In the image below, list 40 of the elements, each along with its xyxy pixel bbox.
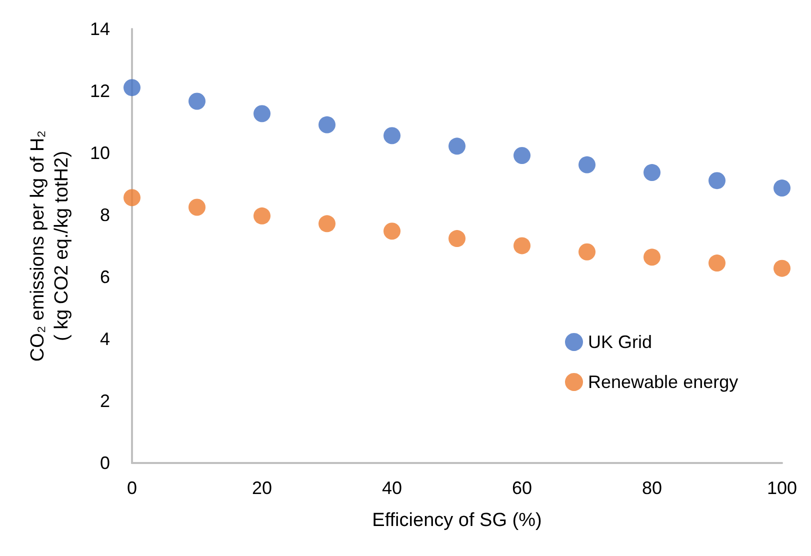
point (448, 230, 466, 248)
x-tick-label: 40 (382, 478, 402, 498)
point (254, 207, 270, 224)
y-tick-label: 12 (90, 81, 110, 101)
point (254, 105, 270, 122)
x-tick-label: 20 (252, 478, 272, 498)
x-tick-label: 0 (126, 478, 138, 498)
y-axis-title: CO₂ emissions per kg of H₂ ( kg CO2 eq./kg totH2) (28, 130, 72, 362)
y-tick-label: 2 (100, 391, 110, 411)
point (644, 164, 660, 182)
point (124, 79, 140, 96)
y-tick-label: 6 (100, 267, 110, 287)
legend-label: Renewable energy (588, 372, 738, 392)
point (188, 198, 206, 216)
point (188, 92, 206, 110)
point (774, 260, 790, 277)
point (514, 237, 530, 254)
point (578, 243, 596, 260)
y-tick-label: 10 (90, 143, 110, 163)
point (644, 248, 660, 266)
point (318, 215, 336, 232)
y-tick-label: 8 (100, 205, 110, 225)
point (318, 116, 336, 134)
x-tick-label: 100 (766, 478, 798, 498)
y-tick-label: 4 (100, 329, 110, 349)
x-tick-label: 80 (642, 478, 662, 498)
y-tick-label: 0 (100, 453, 110, 473)
point (384, 127, 400, 144)
point (384, 222, 400, 240)
x-tick-label: 60 (512, 478, 532, 498)
point (774, 180, 790, 197)
point (708, 172, 726, 190)
point (578, 156, 596, 174)
point (124, 189, 140, 206)
point (448, 138, 466, 155)
point (708, 254, 726, 272)
x-axis-title: Efficiency of SG (%) (372, 510, 542, 531)
point (514, 146, 530, 164)
legend-label: UK Grid (588, 332, 652, 352)
y-tick-label: 14 (90, 19, 110, 39)
